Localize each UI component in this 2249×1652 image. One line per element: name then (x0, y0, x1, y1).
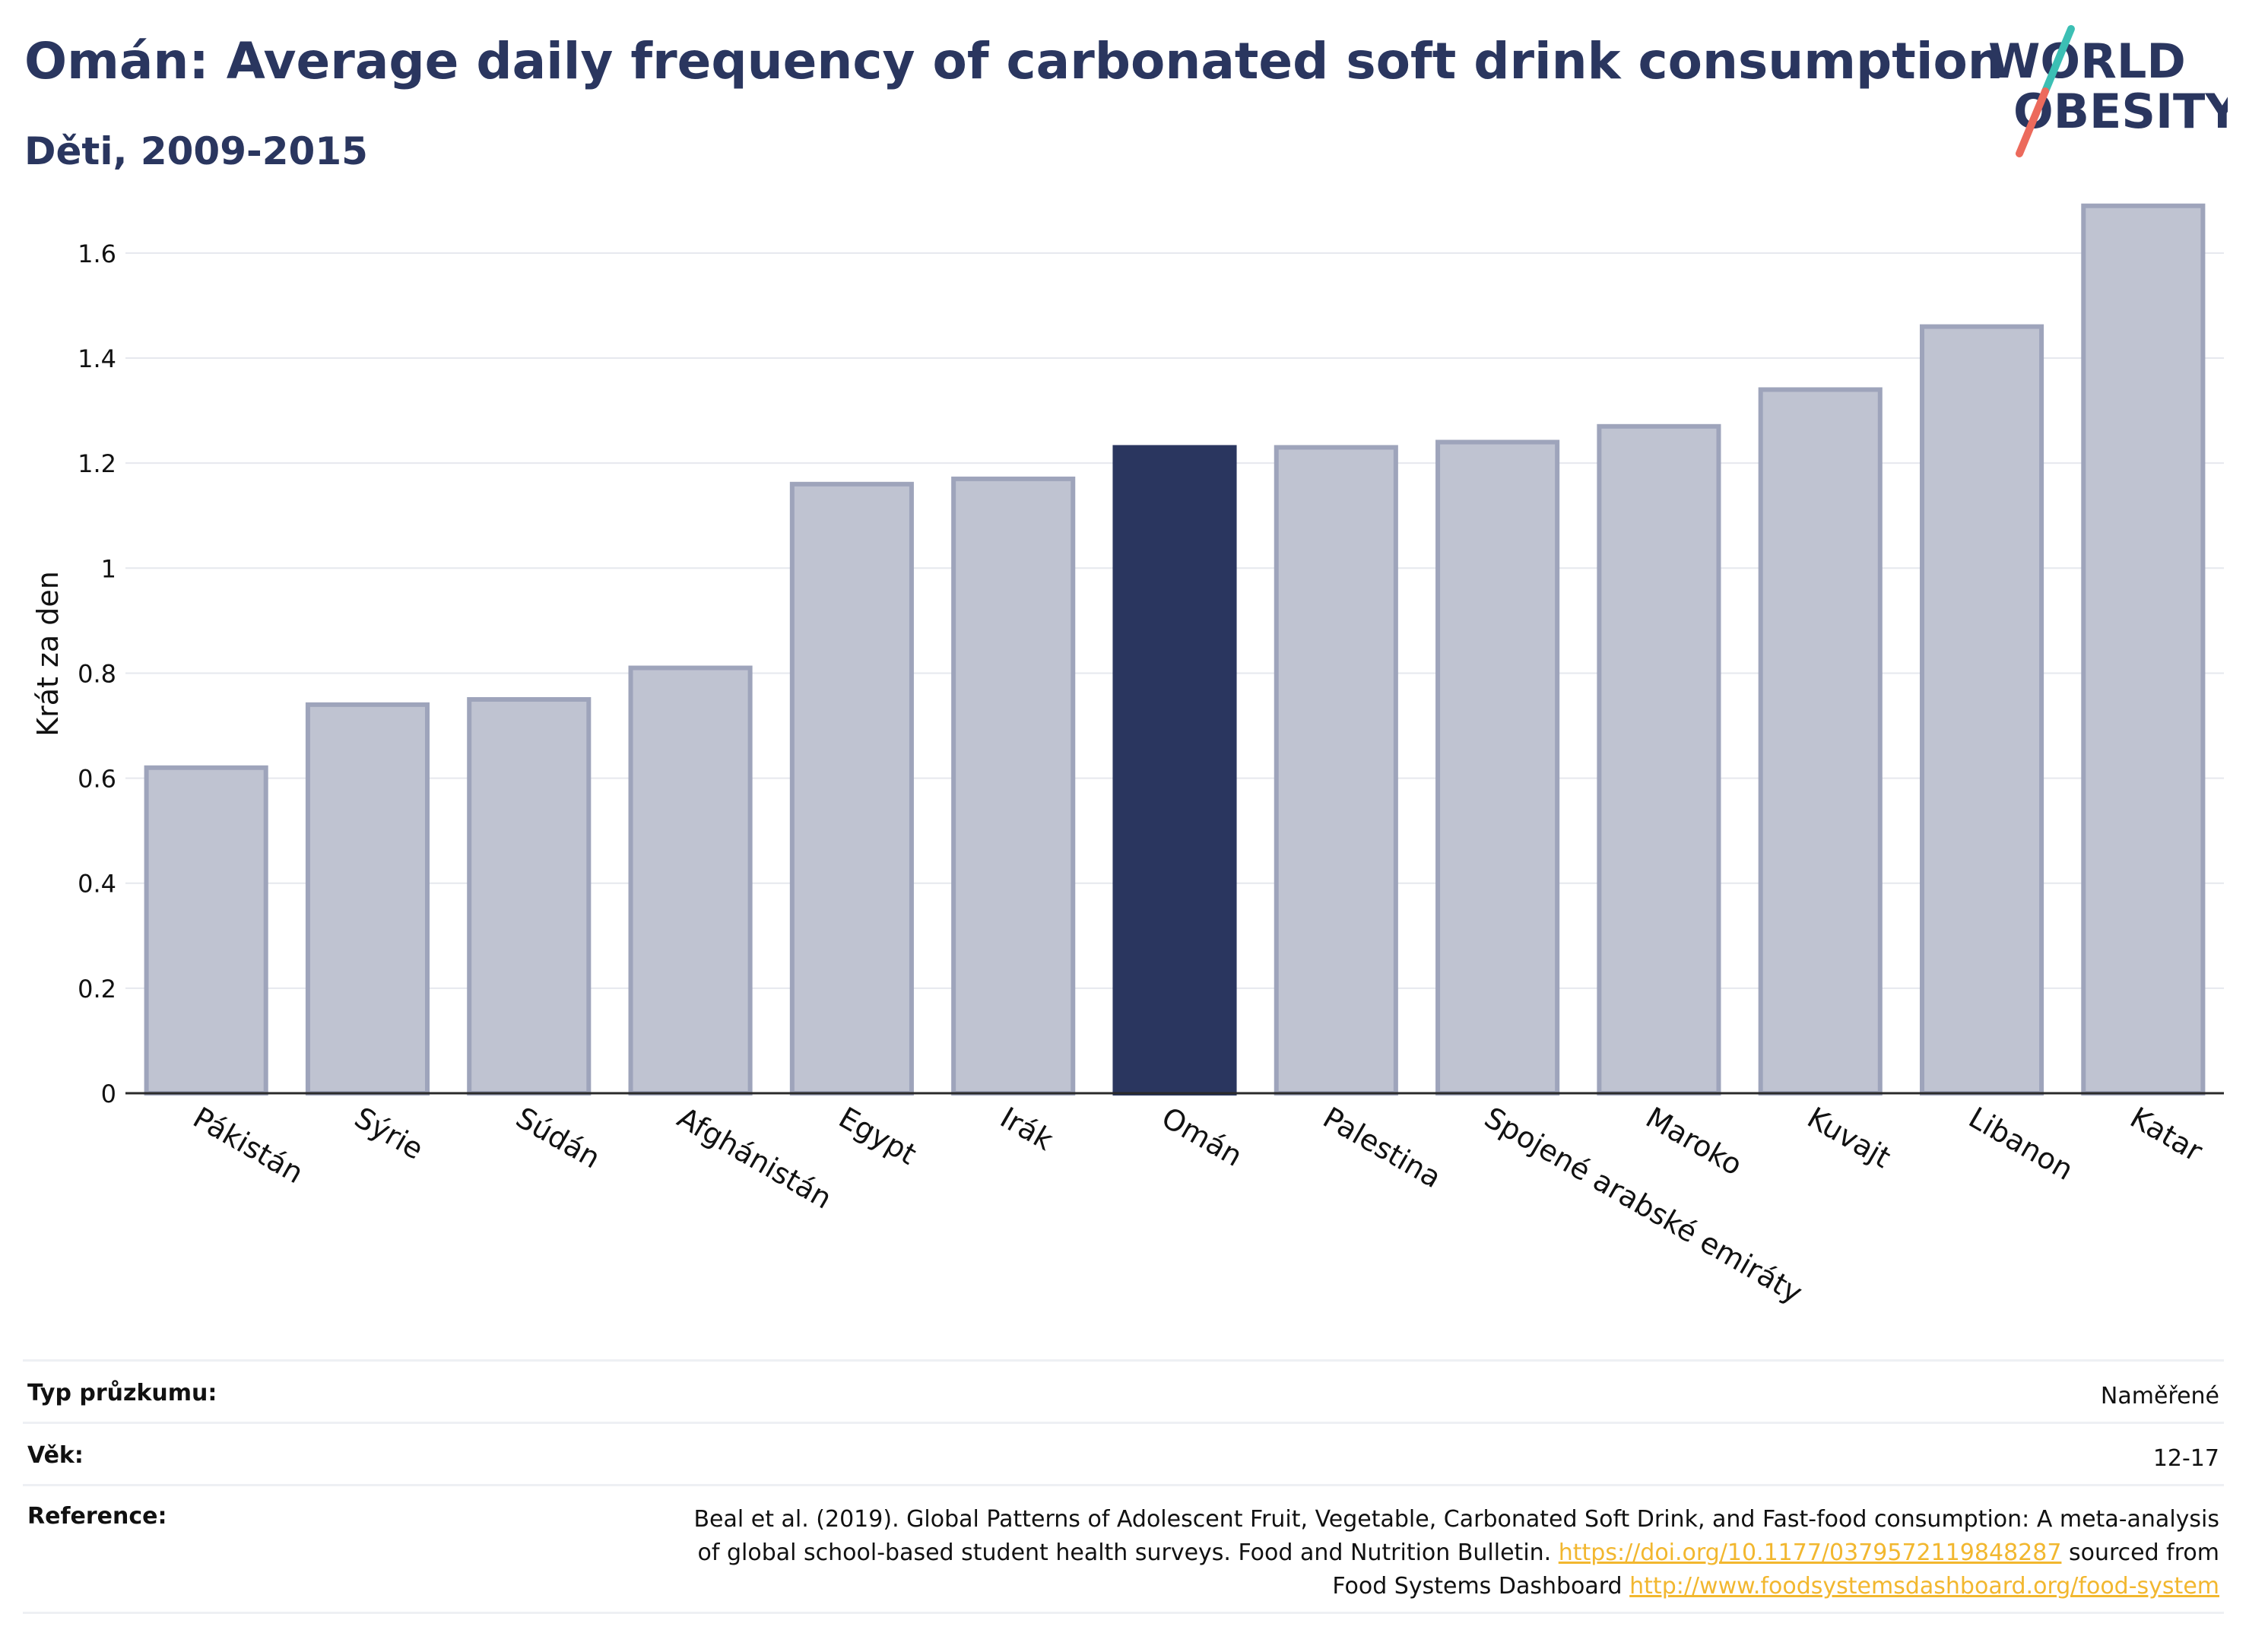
y-tick-label: 0.2 (78, 975, 116, 1004)
logo-slash-top (2041, 25, 2075, 95)
doi-link[interactable]: https://doi.org/10.1177/0379572119848287 (1558, 1539, 2062, 1566)
y-tick-label: 0.6 (78, 765, 116, 794)
bar-katar (2081, 203, 2206, 1096)
info-row-age: Věk: 12-17 (23, 1422, 2224, 1486)
x-tick-label: Katar (2124, 1101, 2208, 1168)
x-tick-label: Súdán (510, 1101, 606, 1175)
x-tick-label: Maroko (1640, 1101, 1748, 1182)
bar-libanon (1919, 324, 2044, 1096)
bars (144, 203, 2206, 1096)
info-value-reference: Beal et al. (2019). Global Patterns of A… (449, 1486, 2224, 1613)
x-tick-label: Omán (1156, 1101, 1248, 1173)
info-label-survey-type: Typ průzkumu: (27, 1380, 217, 1406)
bar-palestina (1274, 445, 1398, 1096)
bar-egypt (789, 481, 914, 1096)
info-label-reference: Reference: (27, 1503, 167, 1530)
y-tick-label: 1.6 (78, 239, 116, 268)
world-obesity-logo: WORLD OBESITY (1988, 25, 2228, 157)
bar-pákistán (144, 765, 268, 1096)
reference-text-line1: Beal et al. (2019). Global Patterns of A… (693, 1506, 2219, 1533)
x-tick-label: Irák (994, 1101, 1058, 1157)
reference-text-sourced: sourced from (2068, 1539, 2219, 1566)
info-label-age: Věk: (27, 1442, 84, 1469)
y-tick-label: 1.2 (78, 449, 116, 478)
y-axis-label: Krát za den (31, 571, 65, 737)
x-tick-label: Spojené arabské emiráty (1479, 1101, 1808, 1310)
bar-maroko (1597, 423, 1721, 1096)
y-tick-label: 0.4 (78, 870, 116, 899)
y-tick-label: 1 (101, 554, 116, 583)
info-value-age: 12-17 (2152, 1445, 2219, 1472)
reference-text-line2: of global school-based student health su… (697, 1539, 1552, 1566)
bar-súdán (467, 696, 592, 1096)
x-tick-label: Libanon (1963, 1101, 2079, 1187)
bar-chart: 0 0.2 0.4 0.6 0.8 1 1.2 1.4 1.6 Pákistán Sýrie Súdá… (31, 203, 2224, 1310)
info-row-reference: Reference: Beal et al. (2019). Global Pa… (23, 1485, 2224, 1613)
y-tick-label: 0 (101, 1080, 116, 1108)
x-tick-label: Palestina (1318, 1101, 1447, 1195)
x-tick-label: Sýrie (349, 1101, 429, 1166)
bar-irák (951, 476, 1076, 1096)
logo-slash-bottom (2016, 87, 2049, 157)
bar-kuvajt (1758, 387, 1883, 1096)
y-tick-label: 1.4 (78, 344, 116, 373)
logo-word-obesity: OBESITY (2013, 84, 2228, 139)
bar-spojené-arabské-emiráty (1435, 439, 1560, 1096)
bar-omán (1112, 445, 1237, 1096)
chart-title: Omán: Average daily frequency of carbona… (24, 32, 2003, 90)
x-tick-label: Afghánistán (672, 1101, 838, 1216)
bar-sýrie (305, 702, 430, 1096)
logo-word-world: WORLD (1988, 33, 2186, 89)
info-row-survey-type: Typ průzkumu: Naměřené (23, 1360, 2224, 1423)
info-value-survey-type: Naměřené (2100, 1383, 2219, 1409)
chart-subtitle: Děti, 2009-2015 (24, 129, 368, 173)
x-tick-label: Pákistán (188, 1101, 309, 1191)
reference-text-line3: Food Systems Dashboard (1332, 1573, 1623, 1600)
bar-afghánistán (628, 665, 753, 1096)
x-tick-label: Kuvajt (1802, 1101, 1896, 1175)
x-tick-label: Egypt (833, 1101, 922, 1172)
survey-info-table: Typ průzkumu: Naměřené Věk: 12-17 Refere… (23, 1359, 2224, 1614)
y-tick-label: 0.8 (78, 659, 116, 688)
dashboard-link[interactable]: http://www.foodsystemsdashboard.org/food… (1629, 1573, 2219, 1600)
